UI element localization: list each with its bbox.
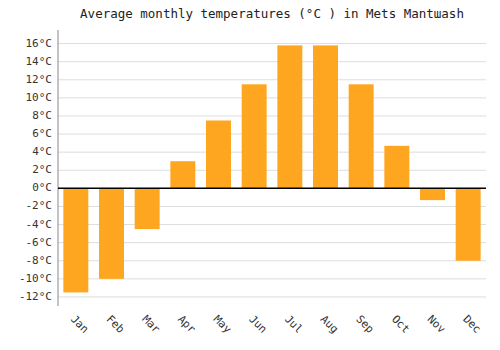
x-tick-label: Aug [318,313,341,336]
x-axis-labels: Jan Feb Mar Apr May Jun Jul Aug Sep Oct Nov Dec [68,313,484,337]
bars [63,45,480,292]
grid-line [58,170,486,171]
grid-line [58,296,486,297]
bar [313,45,338,188]
chart: -12°C -10°C -8°C -6°C -4°C -2°C 0°C 2°C 4°C 6°C 8°… [0,0,500,350]
x-tick-label: Nov [425,313,449,337]
title: Average monthly temperatures (°C ) in Me… [80,6,464,21]
y-tick-label: 10°C [26,91,53,104]
x-tick-label: Sep [353,313,376,336]
grid-line [58,61,486,62]
bar [242,84,267,188]
y-tick-label: -10°C [19,272,52,285]
x-tick-label: Feb [104,313,127,336]
bar [420,188,445,200]
y-tick-label: -4°C [26,218,53,231]
x-tick-label: Apr [175,313,199,337]
bar [349,84,374,188]
x-tick-label: Mar [139,313,163,337]
grid-line [58,97,486,98]
x-tick-label: Jul [282,313,305,336]
x-tick-label: Dec [460,313,483,336]
grid-line [58,152,486,153]
y-tick-label: 12°C [26,73,53,86]
y-tick-label: 14°C [26,55,53,68]
y-tick-label: -6°C [26,236,53,249]
y-tick-label: -12°C [19,290,52,303]
bar [277,45,302,188]
x-tick-label: Jan [68,313,91,336]
x-tick-label: Jun [246,313,269,336]
y-tick-label: 6°C [32,127,52,140]
x-tick-label: Oct [389,313,412,336]
x-tick-label: May [211,313,235,337]
grid-line [58,134,486,135]
zero-line [58,188,486,190]
y-tick-label: -2°C [26,199,53,212]
y-axis-line [58,30,59,306]
bar [206,120,231,188]
y-tick-label: 4°C [32,145,52,158]
grid-line [58,79,486,80]
bar [384,146,409,189]
bar [63,188,88,292]
bar [456,188,481,260]
grid-line [58,43,486,44]
y-tick-label: 8°C [32,109,52,122]
y-tick-label: 16°C [26,37,53,50]
y-tick-label: 0°C [32,181,52,194]
bar [99,188,124,278]
y-axis-labels: -12°C -10°C -8°C -6°C -4°C -2°C 0°C 2°C 4°C 6°C 8°… [19,37,52,303]
bar [170,161,195,188]
bar [135,188,160,229]
grid-line [58,188,486,189]
grid [58,44,486,297]
y-tick-label: -8°C [26,254,53,267]
grid-line [58,115,486,116]
y-tick-label: 2°C [32,163,52,176]
